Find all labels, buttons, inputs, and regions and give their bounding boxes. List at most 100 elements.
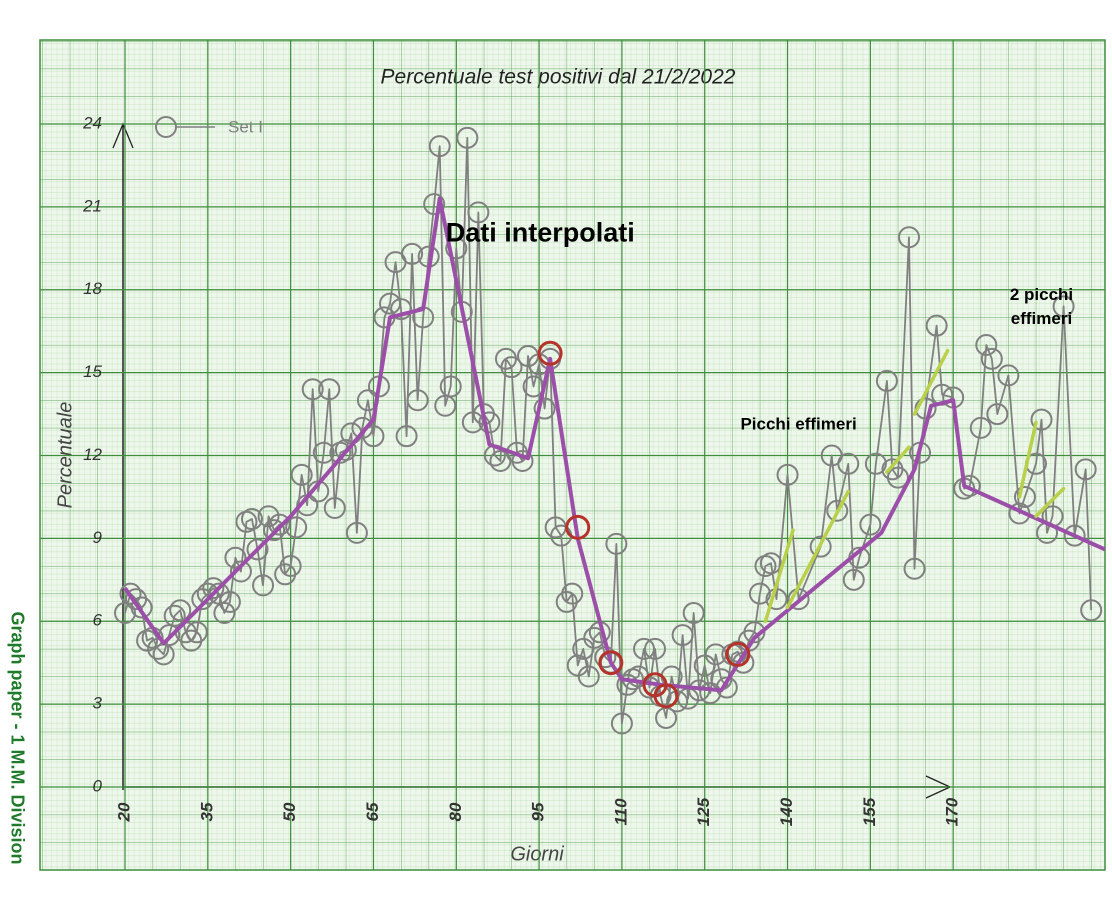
point-marker: [240, 508, 263, 531]
point-marker: [401, 242, 424, 265]
series-line: [124, 136, 1093, 725]
x-tick-label: 125: [694, 797, 713, 826]
point-marker: [395, 425, 418, 448]
point-marker: [428, 135, 451, 158]
x-tick-label: 80: [446, 802, 465, 821]
point-marker: [323, 496, 346, 519]
trend-segment: [763, 528, 795, 623]
point-marker: [318, 378, 341, 401]
point-marker: [842, 568, 865, 591]
point-marker: [252, 574, 275, 597]
point-marker: [246, 538, 269, 561]
point-marker: [533, 397, 556, 420]
legend-label: Set I: [228, 117, 263, 136]
y-tick-label: 9: [93, 528, 103, 547]
point-marker: [301, 378, 324, 401]
point-marker: [903, 557, 926, 580]
point-marker: [997, 364, 1020, 387]
point-marker: [218, 590, 241, 613]
point-marker: [1074, 458, 1097, 481]
point-marker: [257, 505, 280, 528]
point-marker: [980, 347, 1003, 370]
point-marker: [759, 552, 782, 575]
point-marker: [577, 665, 600, 688]
x-tick-label: 110: [611, 798, 630, 826]
annotation: effimeri: [1011, 309, 1072, 328]
point-marker: [334, 438, 357, 461]
point-marker: [224, 546, 247, 569]
trend-segment: [785, 489, 851, 610]
interpolated-line: [123, 196, 1106, 693]
point-marker: [511, 450, 534, 473]
x-tick-label: 95: [529, 802, 548, 821]
point-marker: [290, 463, 313, 486]
point-marker: [1080, 599, 1103, 622]
point-marker: [925, 314, 948, 337]
point-marker: [279, 555, 302, 577]
point-marker: [268, 513, 291, 536]
point-marker: [743, 621, 766, 644]
point-marker: [439, 375, 462, 398]
y-tick-label: 6: [93, 611, 103, 630]
point-marker: [1063, 524, 1086, 547]
point-marker: [461, 411, 484, 434]
highlight-marker: [565, 514, 591, 540]
point-marker: [467, 201, 490, 224]
y-tick-label: 15: [83, 362, 102, 381]
point-marker: [699, 682, 722, 705]
point-marker: [826, 499, 849, 522]
point-marker: [196, 582, 219, 605]
point-marker: [566, 654, 589, 677]
y-tick-label: 12: [83, 445, 102, 464]
point-marker: [605, 532, 628, 555]
highlight-marker: [537, 340, 563, 366]
point-marker: [500, 356, 523, 379]
x-tick-label: 155: [860, 797, 879, 826]
point-marker: [616, 673, 639, 696]
trend-segment: [1034, 486, 1066, 519]
point-marker: [572, 637, 595, 660]
point-marker: [1052, 295, 1075, 318]
y-tick-label: 3: [93, 694, 103, 713]
highlight-marker: [725, 641, 751, 667]
x-tick-label: 65: [363, 802, 382, 821]
x-tick-label: 20: [114, 802, 133, 822]
point-marker: [715, 676, 738, 699]
point-marker: [875, 369, 898, 392]
point-marker: [423, 193, 446, 216]
point-marker: [975, 334, 998, 356]
point-marker: [362, 425, 385, 448]
point-marker: [1030, 408, 1053, 431]
trend-segment: [1017, 420, 1038, 499]
point-marker: [958, 474, 981, 497]
trend-segment: [885, 445, 911, 474]
point-marker: [163, 604, 186, 627]
point-marker: [478, 411, 501, 434]
point-marker: [351, 416, 374, 439]
point-marker: [185, 621, 208, 644]
point-marker: [864, 452, 887, 475]
annotation: Picchi effimeri: [740, 415, 856, 434]
point-marker: [379, 292, 402, 315]
point-marker: [169, 599, 192, 622]
annotation: 2 picchi: [1010, 285, 1073, 304]
point-marker: [969, 416, 992, 439]
point-marker: [809, 535, 832, 558]
point-marker: [632, 637, 655, 660]
point-marker: [1013, 485, 1036, 508]
point-marker: [682, 601, 705, 624]
point-marker: [898, 226, 920, 249]
point-marker: [837, 452, 860, 475]
point-marker: [456, 126, 479, 149]
point-marker: [859, 513, 882, 536]
y-tick-label: 0: [93, 776, 103, 795]
x-tick-label: 140: [777, 797, 796, 826]
point-marker: [202, 577, 225, 600]
point-marker: [406, 389, 429, 412]
trend-segment: [912, 348, 950, 416]
point-marker: [312, 441, 335, 464]
x-tick-label: 170: [943, 797, 962, 826]
point-marker: [263, 519, 286, 542]
y-tick-label: 18: [83, 279, 102, 298]
chart-title: Percentuale test positivi dal 21/2/2022: [381, 66, 736, 89]
